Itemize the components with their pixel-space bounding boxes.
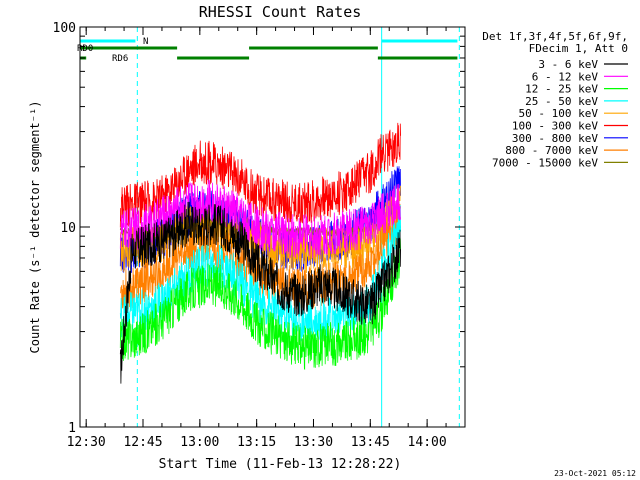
axes-layer: 12:30 12:45 13:00 13:15 13:30 13:45 14:00 1 10 10… [53,21,466,450]
series-line-3-6-kev [119,201,401,384]
x-axis-label: Start Time (11-Feb-13 12:28:22) [159,457,402,472]
legend-label-7: 800 - 7000 keV [505,144,598,157]
legend: Det 1f,3f,4f,5f,6f,9f, FDecim 1, Att 0 3… [482,30,628,169]
series-line-12-25-kev [119,238,401,370]
legend-label-1: 6 - 12 keV [532,70,599,83]
legend-label-5: 100 - 300 keV [512,120,598,133]
legend-label-3: 25 - 50 keV [525,95,598,108]
x-tick-label-5: 13:45 [351,435,390,450]
y-tick-label-1: 10 [60,221,76,236]
x-tick-label-3: 13:15 [237,435,276,450]
plot-layer: RD0 RD6 N [77,27,460,427]
state-bar-label-rd0: RD0 [77,44,93,54]
legend-label-8: 7000 - 15000 keV [492,156,598,169]
legend-label-4: 50 - 100 keV [519,107,599,120]
legend-label-2: 12 - 25 keV [525,83,598,96]
x-tick-label-1: 12:45 [123,435,162,450]
x-tick-label-4: 13:30 [294,435,333,450]
timestamp: 23-Oct-2021 05:12 [554,469,636,478]
y-tick-label-2: 100 [53,21,76,36]
state-bar-label-rd6: RD6 [112,54,128,64]
series-line-100-300-kev [119,122,401,228]
x-tick-label-0: 12:30 [67,435,106,450]
legend-label-6: 300 - 800 keV [512,132,598,145]
legend-header-line-2: FDecim 1, Att 0 [529,42,628,55]
state-bar-label-n: N [143,37,148,47]
y-tick-label-0: 1 [68,421,76,436]
chart-title: RHESSI Count Rates [199,3,362,21]
legend-header-line-1: Det 1f,3f,4f,5f,6f,9f, [482,30,628,43]
legend-label-0: 3 - 6 keV [538,58,598,71]
x-tick-label-2: 13:00 [180,435,219,450]
y-axis-label: Count Rate (s⁻¹ detector segment⁻¹) [28,101,42,354]
x-tick-label-6: 14:00 [408,435,447,450]
